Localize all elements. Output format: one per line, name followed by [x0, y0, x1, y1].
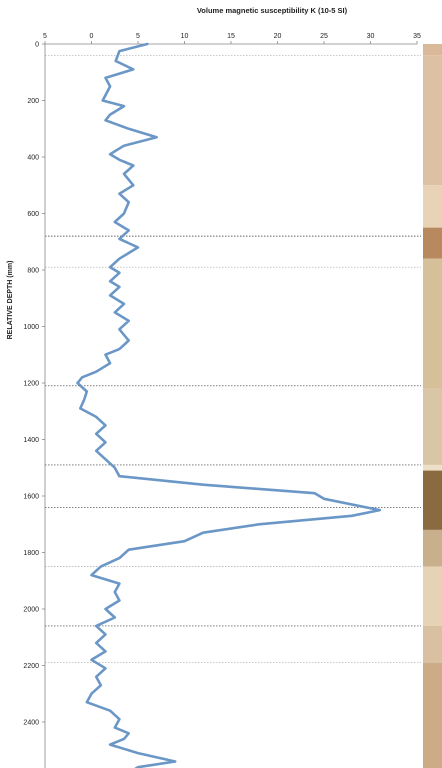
x-tick-label-3: 10	[181, 33, 189, 40]
core-segment-7	[423, 470, 442, 530]
y-tick-label-2: 400	[27, 155, 39, 162]
core-segment-11	[423, 662, 442, 768]
y-tick-label-1: 200	[27, 98, 39, 105]
x-tick-label-1: 0	[90, 33, 94, 40]
y-tick-label-5: 1000	[23, 324, 39, 331]
y-tick-label-12: 2400	[23, 720, 39, 727]
chart-title: Volume magnetic susceptibility K (10-5 S…	[197, 6, 348, 15]
core-segment-10	[423, 625, 442, 663]
y-tick-label-10: 2000	[23, 607, 39, 614]
core-segment-1	[423, 55, 442, 186]
y-tick-label-7: 1400	[23, 437, 39, 444]
y-tick-labels: 0 200 400 600 800 1000 1200 1400 1600 1800 2000 220…	[23, 42, 45, 727]
y-tick-label-11: 2200	[23, 663, 39, 670]
data-series	[76, 42, 382, 768]
core-segment-3	[423, 227, 442, 259]
series-line-0	[76, 42, 382, 768]
x-tick-label-4: 15	[227, 33, 235, 40]
y-tick-label-8: 1600	[23, 494, 39, 501]
x-tick-label-8: 35	[413, 33, 421, 40]
x-tick-label-5: 20	[274, 33, 282, 40]
core-color-column	[423, 44, 442, 768]
axes	[44, 43, 417, 768]
core-segment-6	[423, 464, 442, 471]
y-axis-label: RELATIVE DEPTH (mm)	[7, 261, 14, 340]
y-tick-label-4: 800	[27, 268, 39, 275]
y-tick-label-0: 0	[35, 42, 39, 49]
y-tick-label-9: 1800	[23, 550, 39, 557]
core-segment-8	[423, 529, 442, 567]
core-segment-2	[423, 185, 442, 228]
core-segment-9	[423, 566, 442, 626]
x-tick-label-0: 5	[43, 33, 47, 40]
layer-boundaries	[45, 54, 421, 664]
core-segment-5	[423, 388, 442, 465]
x-tick-label-2: 5	[136, 33, 140, 40]
core-segment-4	[423, 258, 442, 389]
x-tick-labels: 5 0 5 10 15 20 25 30 35	[43, 33, 421, 44]
x-tick-label-7: 30	[367, 33, 375, 40]
y-tick-label-3: 600	[27, 211, 39, 218]
core-segment-0	[423, 44, 442, 56]
y-tick-label-6: 1200	[23, 381, 39, 388]
x-tick-label-6: 25	[320, 33, 328, 40]
